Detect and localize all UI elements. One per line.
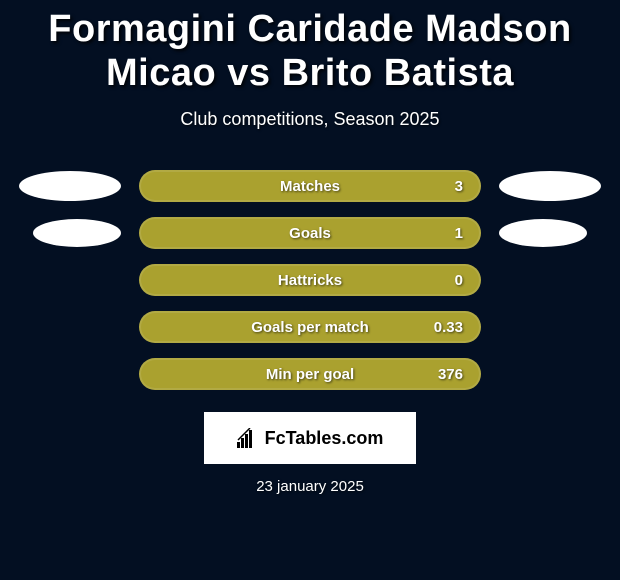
ellipse-spacer [19, 265, 121, 295]
ellipse-spacer [19, 218, 121, 248]
right-ellipse [499, 171, 601, 201]
footer-logo-text: FcTables.com [265, 428, 384, 449]
comparison-title: Formagini Caridade Madson Micao vs Brito… [0, 0, 620, 95]
stat-value: 376 [438, 366, 463, 383]
left-ellipse [33, 219, 121, 247]
ellipse-spacer [499, 265, 601, 295]
ellipse-spacer [499, 359, 601, 389]
stat-label: Hattricks [278, 272, 342, 289]
footer-date: 23 january 2025 [0, 478, 620, 495]
left-ellipse [19, 171, 121, 201]
ellipse-spacer [499, 312, 601, 342]
ellipse-spacer [499, 218, 601, 248]
stat-row: Matches 3 [0, 170, 620, 202]
ellipse-spacer [19, 312, 121, 342]
stat-row: Goals per match 0.33 [0, 311, 620, 343]
stat-value: 0.33 [434, 319, 463, 336]
stat-row: Hattricks 0 [0, 264, 620, 296]
chart-icon [237, 428, 259, 448]
stat-value: 3 [455, 178, 463, 195]
stat-label: Min per goal [266, 366, 354, 383]
stat-value: 1 [455, 225, 463, 242]
stat-label: Goals per match [251, 319, 369, 336]
stat-bar: Goals 1 [139, 217, 481, 249]
footer-logo: FcTables.com [204, 412, 416, 464]
ellipse-spacer [19, 359, 121, 389]
stat-label: Goals [289, 225, 331, 242]
stat-bar: Goals per match 0.33 [139, 311, 481, 343]
stat-bar: Hattricks 0 [139, 264, 481, 296]
stat-bar: Min per goal 376 [139, 358, 481, 390]
stat-row: Min per goal 376 [0, 358, 620, 390]
right-ellipse [499, 219, 587, 247]
stats-container: Matches 3 Goals 1 Hattricks 0 Goals per … [0, 170, 620, 390]
stat-label: Matches [280, 178, 340, 195]
comparison-subtitle: Club competitions, Season 2025 [0, 109, 620, 130]
stat-row: Goals 1 [0, 217, 620, 249]
stat-bar: Matches 3 [139, 170, 481, 202]
stat-value: 0 [455, 272, 463, 289]
